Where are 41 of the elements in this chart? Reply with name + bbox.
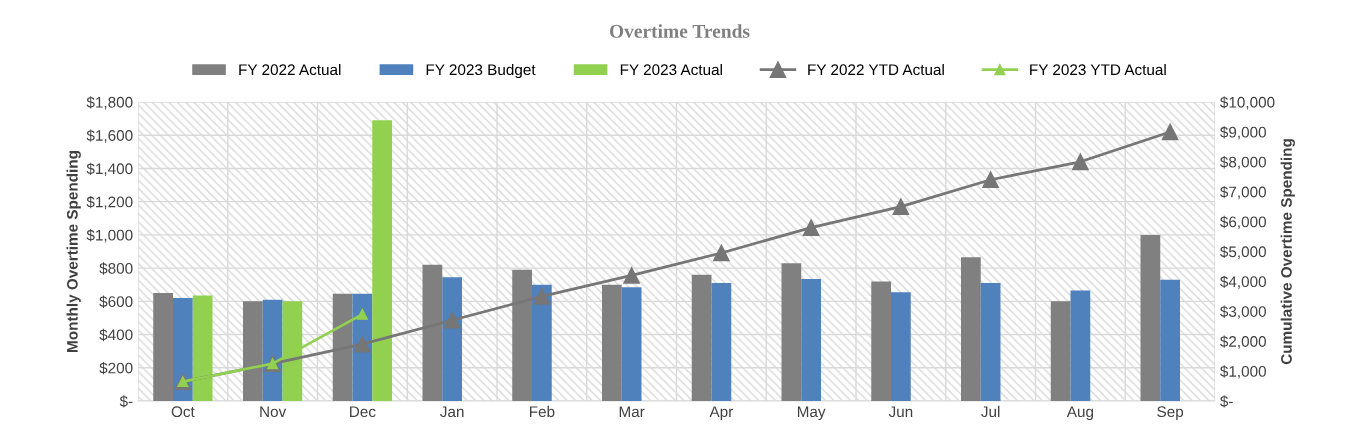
y-tick-label: $1,000 (86, 229, 133, 243)
y2-tick-label: $1,000 (1220, 365, 1266, 379)
y2-tick-label: $10,000 (1220, 96, 1275, 110)
y2-tick-label: $9,000 (1220, 126, 1266, 140)
y-tick-label: $1,400 (86, 162, 133, 176)
x-tick-label: May (797, 406, 826, 421)
x-tick-label: Jun (888, 406, 913, 418)
y-tick-label: $800 (99, 262, 133, 275)
y2-axis-title: Cumulative Overtime Spending (1280, 139, 1295, 365)
y-tick-label: $1,600 (86, 129, 133, 143)
y-tick-label: $- (119, 395, 133, 408)
legend-label: FY 2023 YTD Actual (1030, 63, 1166, 76)
y2-tick-label: $4,000 (1220, 275, 1266, 289)
y-tick-label: $400 (99, 328, 133, 342)
x-tick-label: Mar (619, 406, 645, 418)
y2-tick-label: $2,000 (1220, 335, 1266, 349)
y2-tick-label: $3,000 (1220, 305, 1266, 319)
y2-tick-label: $- (1220, 395, 1233, 408)
y-tick-label: $200 (99, 362, 133, 375)
x-tick-label: Nov (260, 406, 287, 418)
y2-tick-label: $6,000 (1220, 215, 1266, 230)
x-tick-label: Jan (440, 406, 464, 418)
x-tick-label: Apr (709, 406, 734, 421)
x-tick-label: Sep (1157, 406, 1184, 421)
y2-tick-label: $7,000 (1220, 185, 1266, 200)
legend-label: FY 2023 Actual (620, 63, 722, 76)
y-tick-label: $1,200 (86, 195, 133, 210)
legend-label: FY 2022 YTD Actual (808, 63, 944, 76)
chart-title: Overtime Trends (609, 24, 750, 38)
y-tick-label: $1,800 (86, 96, 133, 110)
x-tick-label: Jul (981, 405, 1000, 418)
x-tick-label: Oct (171, 406, 195, 418)
y2-tick-label: $5,000 (1220, 245, 1266, 259)
legend-label: FY 2023 Budget (426, 63, 536, 79)
x-tick-label: Feb (529, 405, 555, 418)
y-tick-label: $600 (99, 295, 133, 308)
y-axis-title: Monthly Overtime Spending (66, 151, 81, 352)
x-tick-label: Dec (350, 406, 376, 418)
x-tick-label: Aug (1066, 406, 1093, 421)
legend-label: FY 2022 Actual (239, 63, 341, 76)
y2-tick-label: $8,000 (1220, 156, 1266, 170)
